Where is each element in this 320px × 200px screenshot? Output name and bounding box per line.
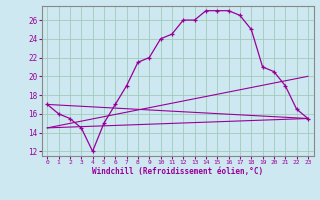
X-axis label: Windchill (Refroidissement éolien,°C): Windchill (Refroidissement éolien,°C) xyxy=(92,167,263,176)
